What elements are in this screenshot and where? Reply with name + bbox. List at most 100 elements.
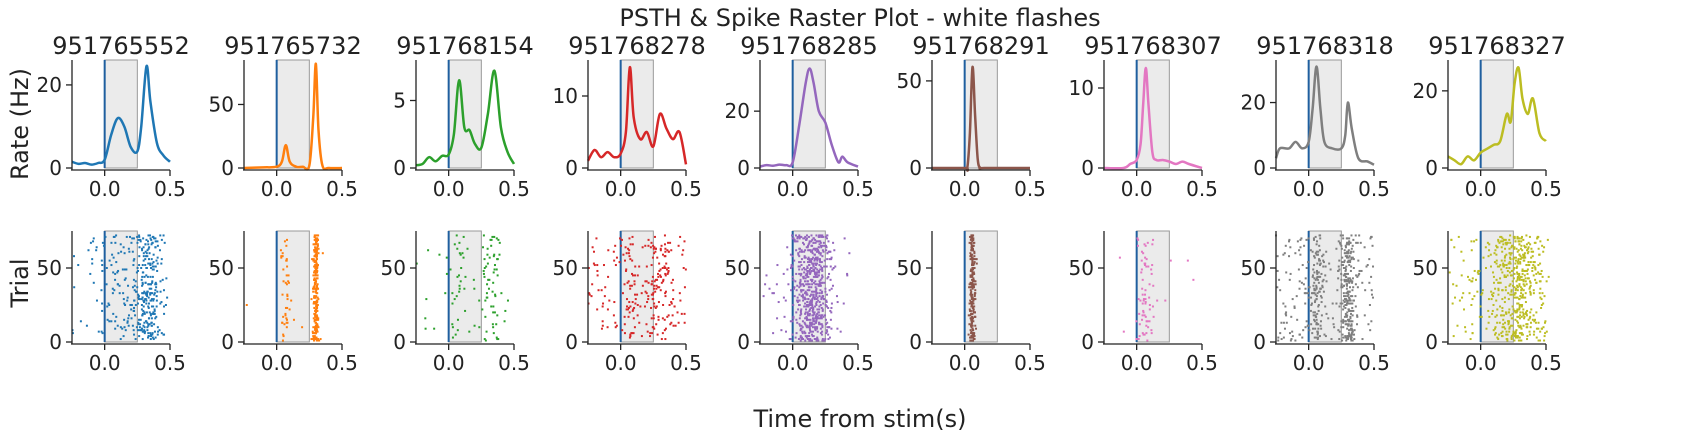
spike-mark [1348, 259, 1351, 262]
spike-mark [491, 235, 494, 238]
y-axis-label-rate: Rate (Hz) [6, 68, 34, 180]
spike-mark [496, 258, 499, 261]
spike-mark [1503, 259, 1506, 262]
spike-mark [1118, 256, 1121, 259]
spike-mark [493, 264, 496, 267]
spike-mark [312, 274, 315, 277]
spike-mark [819, 332, 822, 335]
spike-mark [1305, 320, 1308, 323]
spike-mark [117, 252, 120, 255]
spike-mark [647, 281, 650, 284]
spike-mark [1500, 235, 1503, 238]
spike-mark [1347, 250, 1350, 253]
spike-mark [1144, 256, 1147, 259]
spike-mark [133, 333, 136, 336]
spike-mark [814, 329, 817, 332]
spike-mark [812, 275, 815, 278]
spike-mark [800, 324, 803, 327]
spike-mark [801, 295, 804, 298]
spike-mark [498, 253, 501, 256]
spike-mark [315, 240, 318, 243]
spike-mark [810, 299, 813, 302]
spike-mark [1307, 292, 1310, 295]
spike-mark [1346, 314, 1349, 317]
spike-mark [149, 332, 152, 335]
spike-mark [315, 241, 318, 244]
unit-title: 951768327 [1428, 32, 1565, 60]
spike-mark [1544, 320, 1547, 323]
spike-mark [1351, 277, 1354, 280]
spike-mark [1151, 243, 1154, 246]
spike-mark [1514, 292, 1517, 295]
spike-mark [817, 240, 820, 243]
spike-mark [315, 259, 318, 262]
spike-mark [1342, 284, 1345, 287]
spike-mark [1338, 268, 1341, 271]
spike-mark [815, 298, 818, 301]
spike-mark [1350, 309, 1353, 312]
spike-mark [664, 295, 667, 298]
spike-mark [130, 317, 133, 320]
spike-mark [1545, 330, 1548, 333]
spike-mark [1348, 237, 1351, 240]
spike-mark [602, 264, 605, 267]
spike-mark [155, 295, 158, 298]
spike-mark [285, 258, 288, 261]
spike-mark [162, 234, 165, 237]
spike-mark [150, 243, 153, 246]
unit-title: 951768278 [568, 32, 705, 60]
spike-mark [1500, 240, 1503, 243]
spike-mark [1513, 286, 1516, 289]
spike-mark [816, 336, 819, 339]
spike-mark [1524, 277, 1527, 280]
spike-mark [805, 272, 808, 275]
spike-mark [629, 335, 632, 338]
spike-mark [315, 256, 318, 259]
spike-mark [807, 249, 810, 252]
spike-mark [1349, 315, 1352, 318]
spike-mark [1513, 296, 1516, 299]
spike-mark [482, 234, 485, 237]
spike-mark [814, 274, 817, 277]
spike-mark [1501, 271, 1504, 274]
spike-mark [1288, 255, 1291, 258]
spike-mark [795, 311, 798, 314]
spike-mark [827, 250, 830, 253]
spike-mark [815, 339, 818, 342]
spike-mark [1520, 289, 1523, 292]
spike-mark [1344, 252, 1347, 255]
raster-x-tick-label: 0.5 [1358, 351, 1390, 375]
spike-mark [1347, 293, 1350, 296]
spike-mark [623, 332, 626, 335]
spike-mark [1346, 280, 1349, 283]
spike-mark [1517, 262, 1520, 265]
spike-mark [1527, 246, 1530, 249]
spike-mark [136, 267, 139, 269]
spike-mark [812, 320, 815, 323]
spike-mark [1520, 235, 1523, 238]
spike-mark [683, 286, 686, 289]
spike-mark [106, 318, 109, 321]
spike-mark [661, 317, 664, 320]
spike-mark [1519, 286, 1522, 289]
spike-mark [1142, 333, 1145, 336]
spike-mark [628, 311, 631, 314]
spike-mark [803, 261, 806, 264]
spike-mark [282, 268, 285, 271]
spike-mark [664, 292, 667, 295]
spike-mark [811, 299, 814, 302]
spike-mark [1347, 320, 1350, 323]
spike-mark [846, 274, 849, 277]
spike-mark [1327, 317, 1330, 320]
spike-mark [1145, 265, 1148, 268]
spike-mark [673, 305, 676, 308]
spike-mark [817, 317, 820, 320]
spike-mark [156, 262, 159, 265]
spike-mark [485, 265, 488, 268]
spike-mark [1525, 243, 1528, 246]
spike-mark [815, 247, 818, 250]
spike-mark [316, 301, 319, 304]
spike-mark [633, 283, 636, 286]
spike-mark [496, 274, 499, 277]
